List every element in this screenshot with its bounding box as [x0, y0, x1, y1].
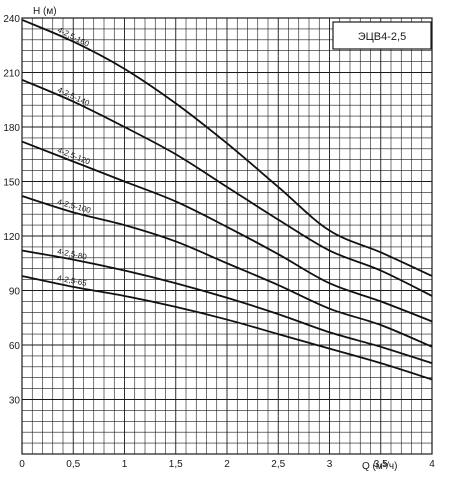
y-tick-label: 240 [3, 14, 20, 25]
series-line [21, 140, 433, 323]
y-axis-title: H (м) [33, 6, 57, 17]
x-tick-label: 4 [429, 459, 435, 470]
series-line [21, 18, 433, 277]
x-axis-title: Q (м³/ч) [362, 461, 397, 472]
x-tick-label: 0 [19, 459, 25, 470]
x-tick-label: 1 [122, 459, 128, 470]
y-tick-label: 30 [9, 396, 21, 407]
x-tick-label: 2 [224, 459, 230, 470]
x-tick-label: 2,5 [271, 459, 285, 470]
tick-labels: 0 0,5 1 1,5 2 2,5 3 3,5 4 30 60 90 120 150 180 210 240 [3, 14, 435, 470]
chart-title: ЭЦВ4-2,5 [358, 31, 406, 43]
y-tick-label: 120 [3, 232, 20, 243]
y-tick-label: 60 [9, 341, 21, 352]
plot-frame [21, 17, 433, 455]
series-lines [21, 18, 433, 381]
y-tick-label: 150 [3, 178, 20, 189]
series-line [21, 195, 433, 348]
x-tick-label: 1,5 [169, 459, 183, 470]
y-tick-label: 210 [3, 69, 20, 80]
series-line [21, 78, 433, 297]
title-box [332, 21, 432, 50]
y-tick-label: 90 [9, 287, 21, 298]
grid [21, 17, 433, 455]
series-line [21, 275, 433, 381]
x-tick-label: 3 [327, 459, 333, 470]
series-line [21, 249, 433, 365]
x-tick-label: 0,5 [66, 459, 80, 470]
y-tick-label: 180 [3, 123, 20, 134]
x-tick-label: 3,5 [374, 459, 388, 470]
